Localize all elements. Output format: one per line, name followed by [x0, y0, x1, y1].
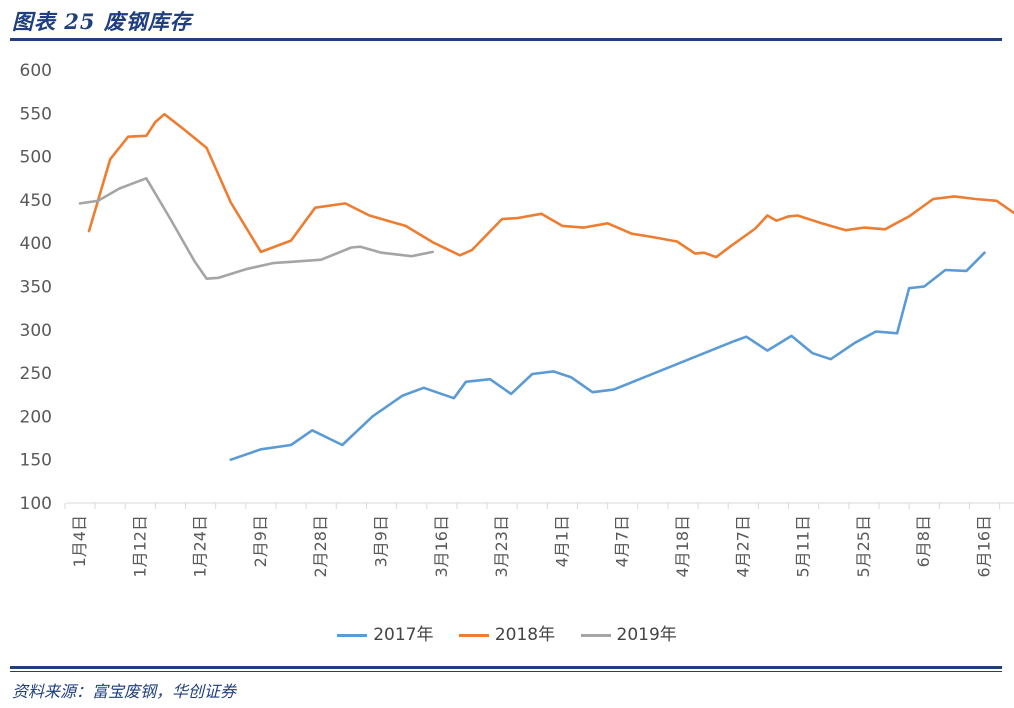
x-tick-label: 4月1日	[552, 515, 571, 567]
series-line-2017年	[229, 251, 986, 462]
y-tick-label: 550	[20, 104, 52, 124]
x-tick-label: 2月9日	[251, 515, 270, 567]
legend-swatch-2018	[458, 633, 489, 637]
y-tick-label: 250	[20, 364, 52, 384]
chart-legend: 2017年 2018年 2019年	[0, 620, 1014, 645]
x-tick-label: 6月16日	[975, 515, 994, 578]
x-tick-label: 3月9日	[372, 515, 391, 567]
y-tick-label: 300	[20, 321, 52, 341]
legend-label-2017: 2017年	[373, 625, 434, 645]
x-tick-label: 4月27日	[733, 515, 752, 578]
x-tick-label: 6月8日	[914, 515, 933, 567]
x-tick-label: 5月25日	[854, 515, 873, 578]
y-tick-label: 200	[20, 407, 52, 427]
x-tick-label: 4月7日	[613, 515, 632, 567]
legend-item-2019: 2019年	[580, 620, 677, 645]
legend-label-2018: 2018年	[494, 625, 556, 645]
x-tick-label: 1月24日	[191, 515, 210, 578]
footer-divider	[10, 666, 1002, 669]
source-note: 资料来源：富宝废钢，华创证券	[12, 682, 237, 701]
y-tick-label: 400	[20, 234, 52, 254]
legend-swatch-2019	[580, 633, 611, 637]
page-title: 图表 25 废钢库存	[12, 9, 192, 34]
x-tick-label: 5月11日	[794, 515, 813, 578]
series-line-2019年	[78, 177, 435, 281]
x-tick-label: 2月28日	[311, 515, 330, 578]
x-tick-label: 1月12日	[130, 515, 149, 578]
y-tick-label: 100	[20, 494, 52, 514]
x-tick-label: 4月18日	[673, 515, 692, 578]
legend-item-2017: 2017年	[337, 620, 433, 645]
footer-divider-thin	[10, 671, 1002, 672]
series-line-2018年	[87, 112, 1014, 259]
header-divider	[10, 38, 1002, 41]
x-tick-label: 3月16日	[432, 515, 451, 578]
y-tick-label: 500	[20, 148, 52, 168]
legend-label-2019: 2019年	[616, 625, 677, 645]
x-tick-label: 1月4日	[70, 515, 89, 567]
legend-item-2018: 2018年	[458, 620, 556, 645]
y-tick-label: 450	[20, 191, 52, 211]
y-tick-label: 150	[20, 451, 52, 471]
y-tick-label: 600	[20, 61, 52, 81]
x-tick-label: 3月23日	[492, 515, 511, 578]
legend-swatch-2017	[337, 633, 368, 637]
y-tick-label: 350	[20, 278, 52, 298]
